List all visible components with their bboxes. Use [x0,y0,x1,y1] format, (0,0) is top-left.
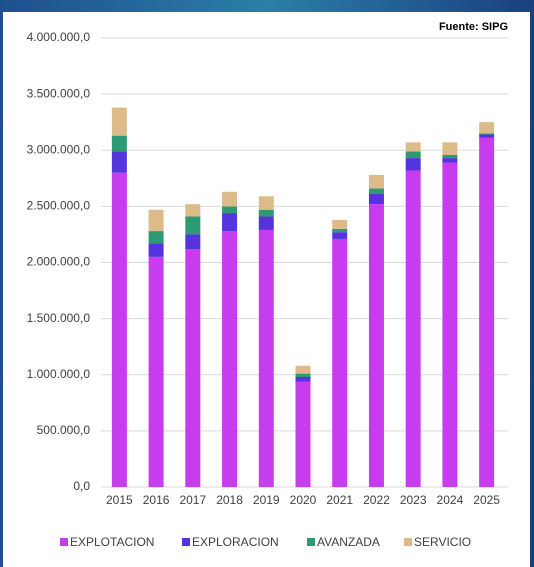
bar-segment [185,216,201,235]
x-tick-label: 2016 [143,493,170,507]
legend-swatch [404,538,412,546]
bar-segment [295,376,311,382]
bar-segment [258,229,274,487]
bar-segment [405,151,421,159]
bar-segment [148,243,164,257]
bar-segment [368,194,384,205]
y-tick-label: 3.000.000,0 [27,142,91,156]
x-tick-label: 2020 [290,493,317,507]
bar-segment [185,234,201,250]
legend-label: SERVICIO [414,535,471,549]
y-tick-label: 3.500.000,0 [27,86,91,100]
bar-segment [111,107,127,136]
bar-segment [185,204,201,217]
bar-segment [368,174,384,189]
y-tick-label: 500.000,0 [37,423,91,437]
bar-segment [258,216,274,230]
x-tick-label: 2017 [179,493,206,507]
x-tick-label: 2021 [326,493,353,507]
bar-segment [442,158,458,163]
x-tick-label: 2024 [437,493,464,507]
source-note: Fuente: SIPG [439,21,508,33]
bar-segment [222,231,238,487]
bar-segment [148,231,164,244]
legend-label: EXPLOTACION [70,535,154,549]
bar-segment [442,162,458,487]
bar-segment [368,204,384,487]
bar-segment [295,381,311,487]
legend-label: EXPLORACION [192,535,279,549]
x-tick-label: 2019 [253,493,280,507]
legend-swatch [60,538,68,546]
y-tick-label: 4.000.000,0 [27,30,91,44]
x-tick-label: 2022 [363,493,390,507]
bar-segment [479,134,495,138]
bar-segment [148,209,164,232]
y-tick-label: 1.500.000,0 [27,311,91,325]
bar-segment [332,232,348,239]
bar-segment [111,172,127,487]
bar-segment [185,249,201,487]
bar-segment [442,154,458,159]
bar-segment [405,170,421,487]
legend-swatch [307,538,315,546]
legend-label: AVANZADA [317,535,380,549]
bar-segment [295,365,311,374]
bar-segment [148,256,164,487]
y-tick-label: 2.500.000,0 [27,199,91,213]
x-tick-label: 2015 [106,493,133,507]
y-tick-label: 1.000.000,0 [27,367,91,381]
bar-segment [111,151,127,173]
bar-segment [111,135,127,152]
bar-segment [295,373,311,377]
bar-segment [479,133,495,135]
y-tick-label: 2.000.000,0 [27,255,91,269]
legend-swatch [182,538,190,546]
bar-segment [332,238,348,487]
x-tick-label: 2018 [216,493,243,507]
bar-segment [258,209,274,217]
bar-segment [258,196,274,210]
bar-segment [442,142,458,155]
bar-segment [405,158,421,171]
y-tick-label: 0,0 [73,479,90,493]
bar-segment [368,188,384,195]
bar-segment [332,219,348,229]
bar-segment [332,228,348,233]
bar-segment [222,191,238,207]
x-tick-label: 2025 [473,493,500,507]
bar-segment [479,122,495,134]
bar-segment [222,213,238,232]
x-tick-label: 2023 [400,493,427,507]
bar-segment [479,137,495,487]
bar-segment [405,142,421,152]
bar-segment [222,206,238,214]
